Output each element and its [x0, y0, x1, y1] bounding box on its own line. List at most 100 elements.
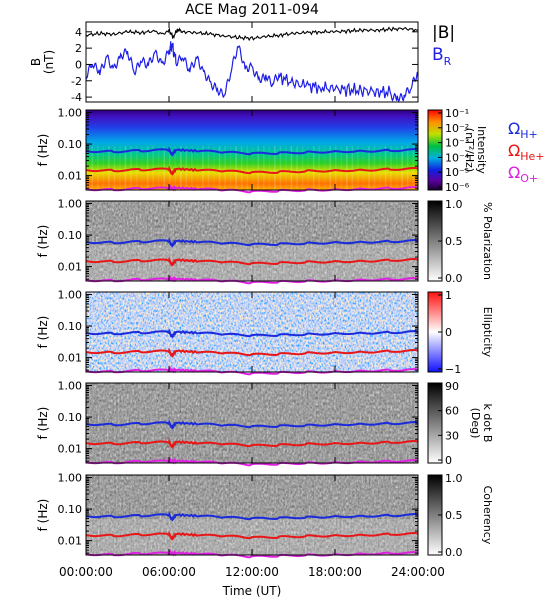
intensity-streak — [240, 146, 243, 190]
y-axis-label: f (Hz) — [36, 407, 50, 440]
intensity-streak — [224, 146, 226, 190]
colorbar-tick-label: 0.5 — [445, 509, 463, 522]
intensity-streak — [213, 146, 215, 190]
series-b-total-line — [86, 26, 418, 42]
colorbar-tick-label: 0.0 — [445, 272, 463, 285]
legend-entry: ΩH+ — [508, 119, 538, 141]
colorbar-label: (Deg) — [469, 408, 482, 439]
x-tick-label: 00:00:00 — [59, 565, 113, 579]
legend-entry: BR — [432, 45, 452, 68]
intensity-streak — [296, 146, 298, 190]
y-tick-label: 1.00 — [58, 288, 83, 301]
colorbar-tick-label: 30 — [445, 429, 459, 442]
y-axis-label: f (Hz) — [36, 499, 50, 532]
intensity-streak — [395, 146, 398, 190]
intensity-streak — [379, 146, 381, 190]
y-tick-label: -2 — [71, 75, 82, 88]
colorbar-tick-label: 1 — [445, 289, 452, 302]
y-tick-label: 0.10 — [58, 411, 83, 424]
panel-intensity: 1.00 0.10 0.01 f (Hz) 10⁻¹ 10⁻² 10⁻³10⁻⁴ 10⁻⁵ 10… — [36, 106, 545, 194]
colorbar-label: Ellipticity — [481, 307, 494, 358]
y-tick-label: 0.01 — [58, 443, 83, 456]
colorbar-tick-label: 10⁻³ — [445, 137, 469, 150]
panel-coherency: 1.00 0.10 0.01 f (Hz) 1.0 0.5 0.0 Coherency — [36, 471, 494, 559]
intensity-streak — [301, 146, 304, 190]
intensity-streak — [141, 146, 143, 190]
gyrofrequency-hplus-line — [85, 418, 419, 430]
intensity-streak — [390, 146, 392, 190]
x-tick-label: 06:00:00 — [142, 565, 196, 579]
colorbar-tick-label: 90 — [445, 380, 459, 393]
intensity-streak — [357, 146, 359, 190]
intensity-streak — [274, 146, 276, 190]
intensity-streak — [86, 146, 88, 190]
y-axis-label: f (Hz) — [36, 134, 50, 167]
figure-title: ACE Mag 2011-094 — [185, 2, 319, 18]
intensity-streak — [346, 146, 348, 190]
intensity-streak — [335, 146, 337, 190]
y-tick-label: 0.01 — [58, 352, 83, 365]
y-tick-label: 1.00 — [58, 379, 83, 392]
panel-field: 4 2 0 -2 -4 B (nT) |B|BR — [29, 21, 455, 104]
y-tick-label: 0.01 — [58, 535, 83, 548]
intensity-streak — [91, 146, 93, 190]
intensity-streak — [135, 146, 138, 190]
intensity-streak — [130, 146, 132, 190]
intensity-streak — [312, 146, 315, 190]
gyrofrequency-hplus-line — [85, 327, 419, 339]
intensity-streak — [146, 146, 149, 190]
intensity-streak — [340, 146, 342, 190]
intensity-streak — [180, 146, 182, 190]
colorbar-tick-label: −1 — [445, 363, 461, 376]
panel-ellipticity: 1.00 0.10 0.01 f (Hz) 1 0 −1 Ellipticity — [36, 288, 494, 376]
intensity-streak — [246, 146, 248, 190]
colorbar-tick-label: 0 — [445, 326, 452, 339]
x-axis-label: Time (UT) — [222, 584, 282, 598]
intensity-streak — [108, 146, 110, 190]
intensity-streak — [174, 146, 176, 190]
intensity-streak — [97, 146, 99, 190]
intensity-streak — [351, 146, 354, 190]
intensity-streak — [373, 146, 376, 190]
field-frame — [85, 21, 419, 103]
x-tick-label: 18:00:00 — [308, 565, 362, 579]
x-tick-label: 24:00:00 — [391, 565, 445, 579]
intensity-streak — [207, 146, 210, 190]
panel-polarization: 1.00 0.10 0.01 f (Hz) 1.0 0.5 0.0 % Polarizatio… — [36, 197, 494, 285]
y-tick-label: 2 — [75, 42, 82, 55]
gyrofrequency-hplus-line — [85, 145, 419, 157]
colorbar-label: Intensity — [475, 126, 488, 174]
colorbar-tick-label: 10⁻⁶ — [445, 181, 470, 194]
intensity-streak — [279, 146, 282, 190]
intensity-streak — [235, 146, 237, 190]
panel-kdotb: 1.00 0.10 0.01 f (Hz) 90 60 30 0 k dot B(Deg) — [36, 379, 494, 467]
colorbar-tick-label: 10⁻⁵ — [445, 166, 469, 179]
y-tick-label: -4 — [71, 91, 82, 104]
y-axis-label: f (Hz) — [36, 316, 50, 349]
y-tick-label: 0.01 — [58, 261, 83, 274]
colorbar-tick-label: 0.0 — [445, 546, 463, 559]
intensity-streak — [285, 146, 287, 190]
y-tick-label: 4 — [75, 26, 82, 39]
gyrofrequency-heplus-line — [85, 347, 419, 358]
y-tick-label: 0.01 — [58, 170, 83, 183]
colorbar-label: % Polarization — [481, 202, 494, 280]
intensity-streak — [119, 146, 121, 190]
series-b-r-line — [86, 41, 418, 102]
y-tick-label: 1.00 — [58, 106, 83, 119]
colorbar-tick-label: 0.5 — [445, 235, 463, 248]
colorbar-tick-label: 0 — [445, 454, 452, 467]
colorbar-tick-label: 10⁻¹ — [445, 107, 469, 120]
y-tick-label: 0 — [75, 58, 82, 71]
y-tick-label: 1.00 — [58, 471, 83, 484]
y-tick-label: 1.00 — [58, 197, 83, 210]
y-axis-label: B — [29, 58, 43, 66]
panels-layer: 420-2-4B (nT)|B|BR1.000.100.01f (Hz)10⁻¹1… — [29, 21, 545, 559]
colorbar-tick-label: 60 — [445, 405, 459, 418]
legend-entry: ΩO+ — [508, 163, 538, 185]
gyrofrequency-hplus-line — [85, 510, 419, 522]
x-tick-label: 12:00:00 — [225, 565, 279, 579]
y-tick-label: 0.10 — [58, 138, 83, 151]
intensity-streak — [202, 146, 204, 190]
